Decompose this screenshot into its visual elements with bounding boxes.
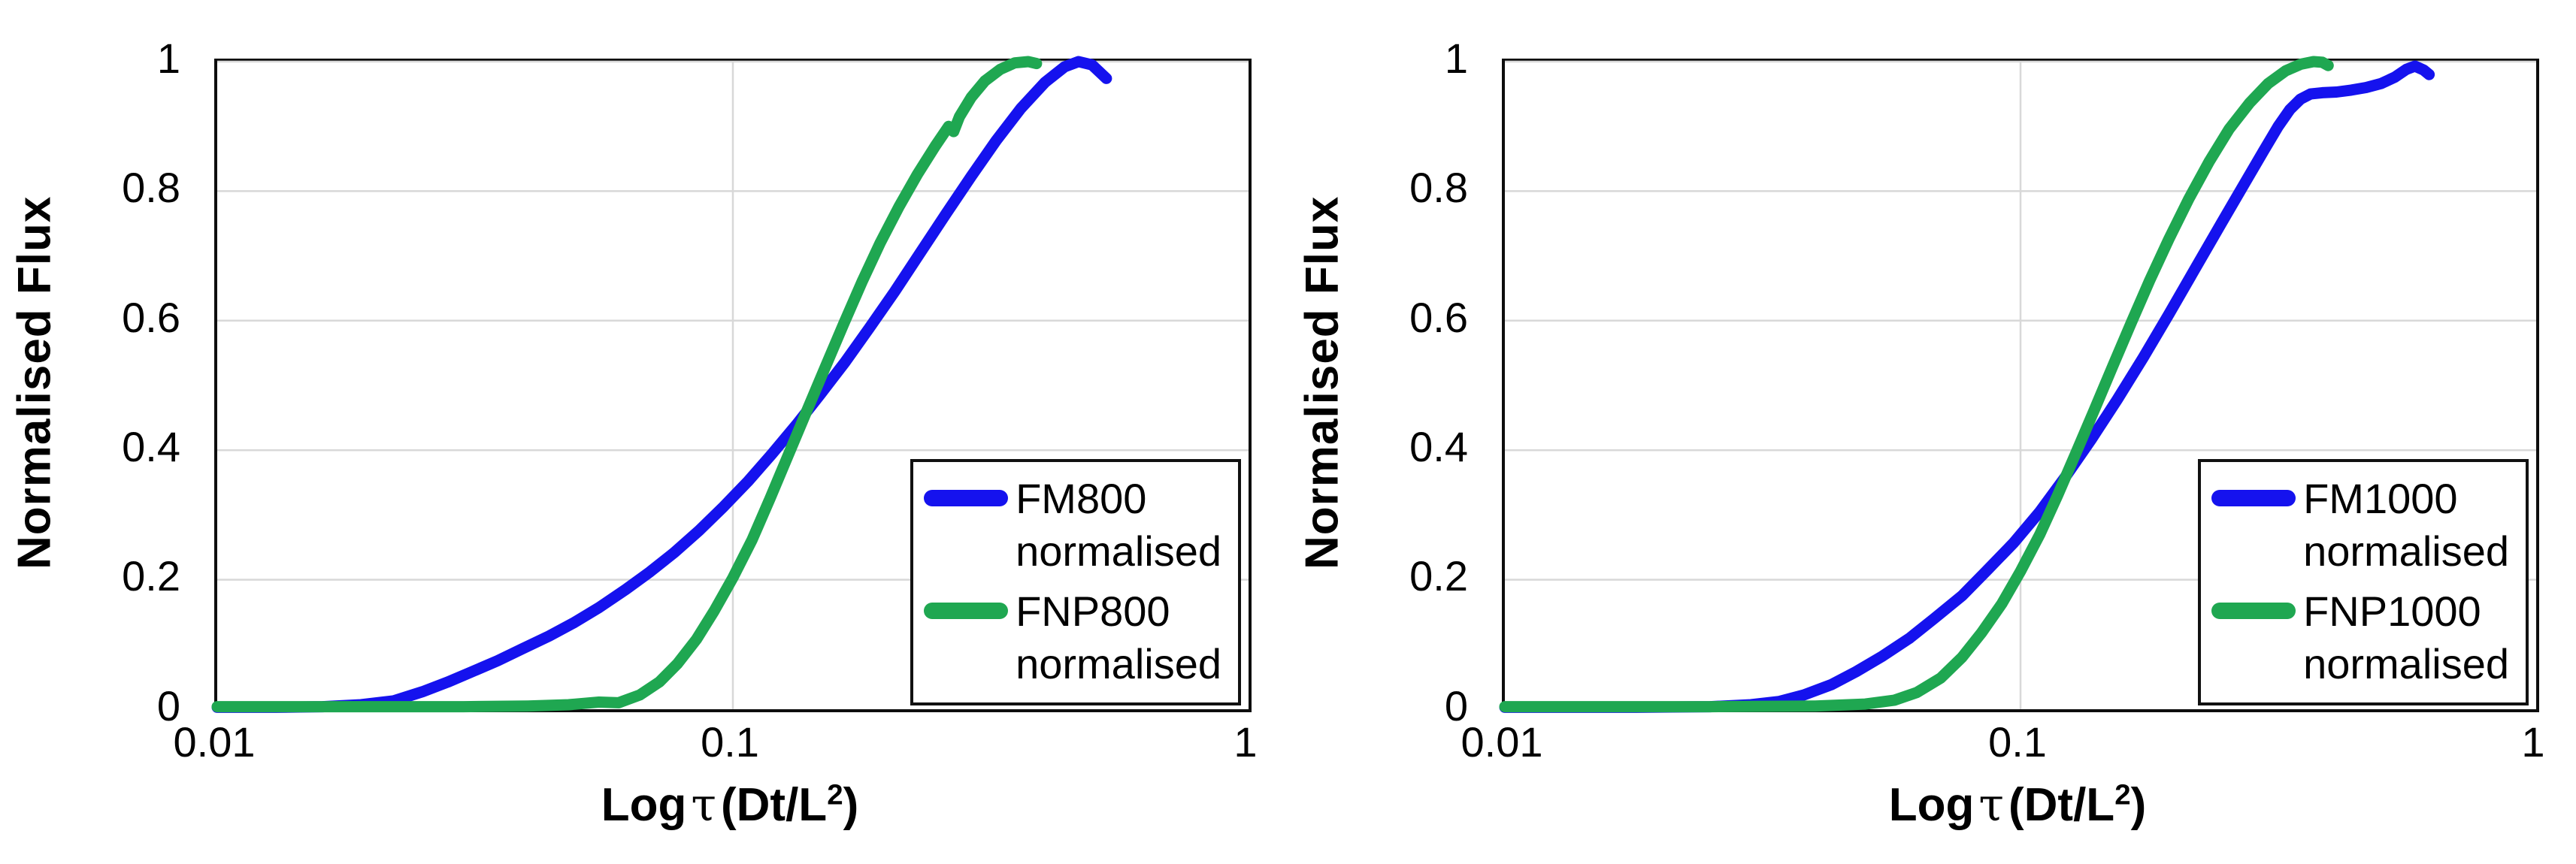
legend-label: FNP1000 normalised	[2303, 585, 2509, 690]
y-axis-tick-labels: 1 0.8 0.6 0.4 0.2 0	[69, 0, 197, 864]
y-tick-label: 0.6	[122, 294, 180, 341]
legend-line-swatch-blue	[2211, 490, 2296, 506]
x-axis-tick-labels: 0.01 0.1 1	[1461, 718, 2545, 768]
x-tick-label: 1	[2521, 718, 2545, 766]
x-title-superscript: 2	[2114, 778, 2131, 811]
plot-area: FM1000 normalised FNP1000 normalised	[1499, 56, 2539, 713]
x-title-open: (Dt/L	[2008, 779, 2115, 831]
y-tick-label: 0.2	[122, 552, 180, 600]
legend-label-line2: normalised	[2303, 640, 2509, 687]
y-tick-label: 0.4	[122, 423, 180, 470]
x-title-open: (Dt/L	[721, 779, 828, 831]
plot-canvas	[211, 56, 1249, 713]
y-tick-label: 0.2	[1409, 552, 1468, 600]
y-tick-label: 0.4	[1409, 423, 1468, 470]
legend-line-swatch-green	[924, 603, 1009, 619]
plot-area: FM800 normalised FNP800 normalised	[211, 56, 1252, 713]
y-tick-label: 1	[1444, 35, 1468, 82]
legend-line-swatch-blue	[924, 490, 1009, 506]
legend-label-line1: FM1000	[2303, 475, 2458, 522]
legend-label-line1: FM800	[1016, 475, 1147, 522]
legend-label-line1: FNP1000	[2303, 588, 2481, 635]
tau-symbol: τ	[691, 779, 717, 832]
legend: FM800 normalised FNP800 normalised	[910, 459, 1241, 705]
x-title-close: )	[2130, 779, 2147, 831]
legend-label: FM800 normalised	[1016, 473, 1221, 578]
y-tick-label: 0	[1444, 682, 1468, 730]
x-title-log: Log	[1888, 779, 1975, 831]
y-tick-label: 0.8	[122, 164, 180, 211]
legend-label-line2: normalised	[1016, 640, 1221, 687]
y-tick-label: 0.6	[1409, 294, 1468, 341]
x-tick-label: 1	[1234, 718, 1258, 766]
legend-entry-fm800: FM800 normalised	[924, 473, 1221, 578]
x-tick-label: 0.01	[1461, 718, 1543, 766]
legend-label: FM1000 normalised	[2303, 473, 2509, 578]
legend-entry-fnp800: FNP800 normalised	[924, 585, 1221, 690]
x-axis-title: Logτ(Dt/L2)	[1502, 778, 2533, 832]
y-axis-title: Normalised Flux	[8, 195, 61, 569]
chart-panel-800: Normalised Flux 1 0.8 0.6 0.4 0.2 0 FM80…	[8, 0, 1258, 864]
x-tick-label: 0.01	[173, 718, 256, 766]
legend-label-line2: normalised	[2303, 527, 2509, 575]
y-tick-label: 0.8	[1409, 164, 1468, 211]
legend-entry-fm1000: FM1000 normalised	[2211, 473, 2509, 578]
y-tick-label: 0	[156, 682, 180, 730]
x-title-close: )	[843, 779, 859, 831]
legend-label: FNP800 normalised	[1016, 585, 1221, 690]
x-tick-label: 0.1	[1988, 718, 2047, 766]
y-tick-label: 1	[156, 35, 180, 82]
legend-line-swatch-green	[2211, 603, 2296, 619]
legend-label-line2: normalised	[1016, 527, 1221, 575]
tau-symbol: τ	[1978, 779, 2005, 832]
legend-entry-fnp1000: FNP1000 normalised	[2211, 585, 2509, 690]
y-axis-title: Normalised Flux	[1296, 195, 1349, 569]
x-title-log: Log	[601, 779, 687, 831]
x-axis-tick-labels: 0.01 0.1 1	[174, 718, 1258, 768]
chart-panel-1000: Normalised Flux 1 0.8 0.6 0.4 0.2 0 FM10…	[1288, 0, 2575, 864]
y-axis-tick-labels: 1 0.8 0.6 0.4 0.2 0	[1357, 0, 1485, 864]
legend-label-line1: FNP800	[1016, 588, 1170, 635]
legend: FM1000 normalised FNP1000 normalised	[2198, 459, 2529, 705]
x-title-superscript: 2	[827, 778, 843, 811]
x-axis-title: Logτ(Dt/L2)	[214, 778, 1246, 832]
x-tick-label: 0.1	[701, 718, 759, 766]
